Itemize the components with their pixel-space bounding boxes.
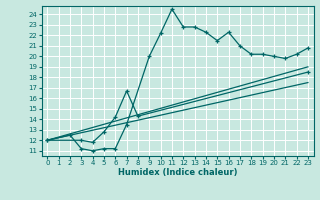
- X-axis label: Humidex (Indice chaleur): Humidex (Indice chaleur): [118, 168, 237, 177]
